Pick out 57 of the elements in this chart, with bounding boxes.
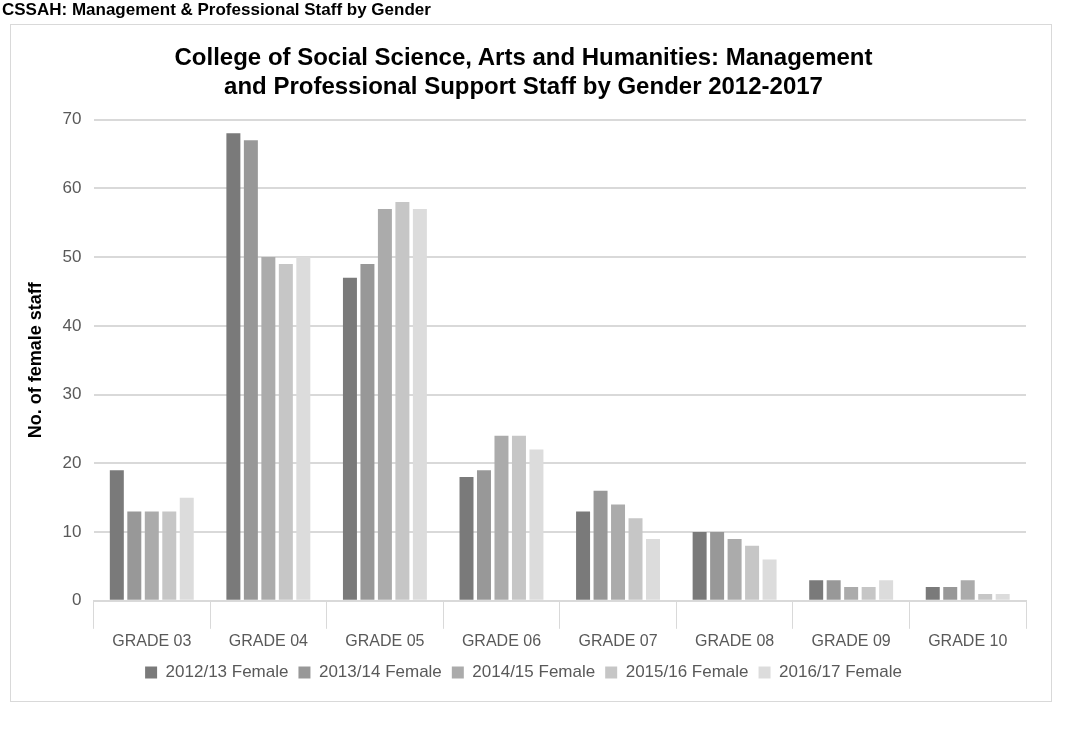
legend-label: 2012/13 Female — [165, 662, 289, 682]
x-tick-label: GRADE 08 — [695, 631, 775, 649]
bar — [692, 532, 707, 600]
legend-label: 2013/14 Female — [318, 662, 442, 682]
bar — [360, 263, 375, 600]
bar — [477, 470, 491, 600]
bar — [278, 263, 293, 600]
bar — [611, 504, 626, 600]
bar — [109, 470, 124, 600]
y-tick-label: 60 — [62, 178, 82, 198]
bar — [943, 587, 958, 600]
bar — [395, 202, 410, 600]
x-tick-label: GRADE 03 — [112, 631, 192, 649]
bar — [593, 490, 608, 600]
bar — [377, 208, 392, 600]
y-tick-label: 10 — [62, 521, 82, 541]
legend-label: 2016/17 Female — [779, 662, 902, 682]
x-tick-label: GRADE 04 — [228, 631, 309, 649]
x-tick-label: GRADE 07 — [578, 631, 658, 649]
bar — [925, 587, 940, 600]
bar — [342, 277, 357, 600]
bar — [144, 511, 159, 600]
bar — [243, 140, 258, 600]
bar — [861, 587, 876, 600]
bar — [844, 587, 859, 600]
y-tick-label: 30 — [62, 384, 82, 404]
bar — [494, 435, 509, 600]
bar — [162, 511, 177, 600]
legend-label: 2015/16 Female — [625, 662, 749, 682]
y-tick-label: 20 — [62, 453, 82, 472]
bar — [511, 435, 526, 600]
bar — [459, 477, 474, 600]
bar — [261, 257, 276, 600]
bar — [226, 133, 241, 600]
x-tick-label: GRADE 09 — [811, 631, 891, 649]
legend-label: 2014/15 Female — [472, 662, 596, 682]
x-tick-label: GRADE 10 — [928, 631, 1008, 649]
bar — [809, 580, 824, 600]
bar — [710, 532, 725, 600]
x-tick-label: GRADE 06 — [461, 631, 542, 649]
bar — [826, 580, 841, 600]
y-tick-label: 70 — [62, 109, 82, 129]
text: CSSAH: Management & Professional Staff by Gender — [2, 0, 431, 20]
bar — [960, 580, 975, 600]
bar — [628, 518, 643, 600]
x-tick-label: GRADE 05 — [345, 631, 425, 649]
bar — [127, 511, 142, 600]
y-axis-title: No. of female staff — [24, 281, 45, 439]
bar — [727, 538, 742, 600]
text: College of Social Science, Arts and Humanities: Management — [174, 43, 873, 71]
bar — [576, 511, 591, 600]
bar — [745, 545, 760, 600]
text: and Professional Support Staff by Gender 2012-2017 — [224, 71, 823, 99]
y-tick-label: 50 — [62, 246, 82, 266]
y-tick-label: 0 — [72, 590, 82, 610]
bar — [978, 593, 993, 600]
y-tick-label: 40 — [62, 315, 82, 335]
